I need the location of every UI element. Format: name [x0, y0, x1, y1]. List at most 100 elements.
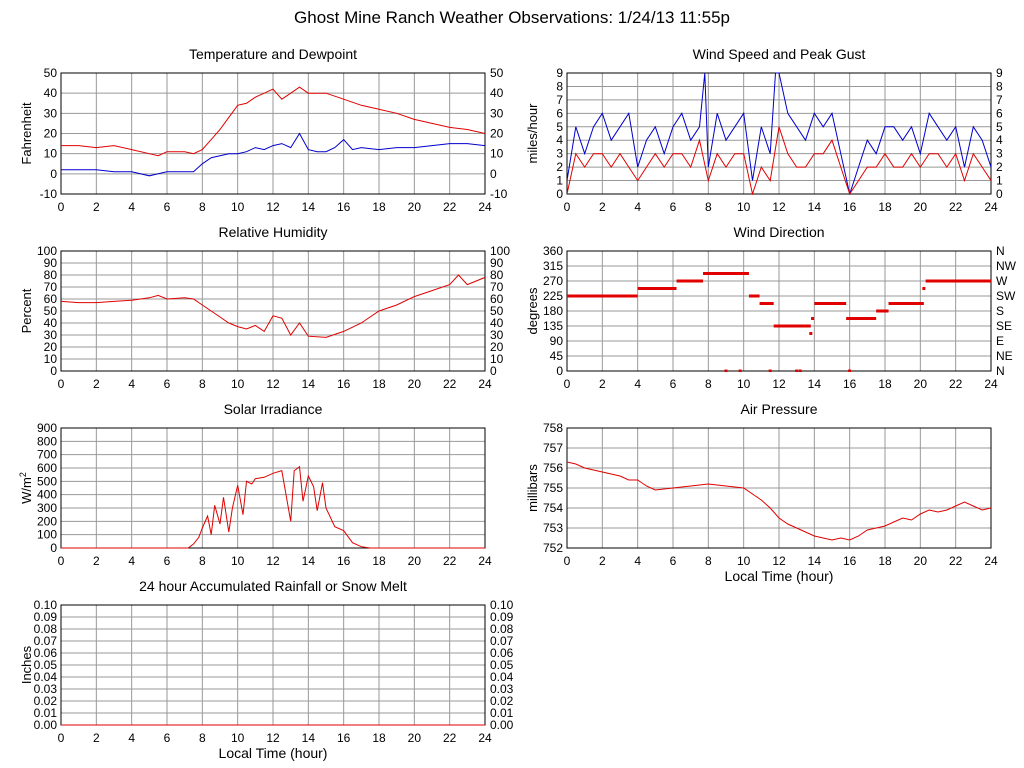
x-tick-label: 18: [372, 200, 386, 214]
plot-area: [61, 86, 485, 177]
x-tick-label: 8: [199, 731, 206, 745]
y-tick-label: 50: [44, 66, 58, 80]
plot-area: [61, 274, 485, 338]
y-tick-label: 270: [543, 274, 563, 288]
x-tick-label: 12: [266, 554, 280, 568]
x-tick-label: 10: [231, 200, 245, 214]
x-tick-label: 18: [878, 377, 892, 391]
x-tick-label: 20: [914, 554, 928, 568]
series-line: [61, 86, 485, 157]
y-tick-label: 600: [37, 461, 57, 475]
x-tick-label: 0: [58, 200, 65, 214]
x-tick-label: 22: [443, 731, 457, 745]
x-tick-label: 16: [843, 554, 857, 568]
y-tick-label: 135: [543, 319, 563, 333]
right-tick-label: NE: [996, 349, 1013, 363]
y-tick-label: 360: [543, 244, 563, 258]
y-tick-label: 30: [44, 328, 58, 342]
y-tick-label: 45: [550, 349, 564, 363]
right-tick-label: 80: [490, 268, 504, 282]
y-tick-label: 0.01: [34, 706, 58, 720]
x-tick-label: 14: [302, 731, 316, 745]
y-tick-label: 900: [37, 421, 57, 435]
y-tick-label: 0.02: [34, 694, 58, 708]
x-tick-label: 2: [93, 554, 100, 568]
x-tick-label: 14: [302, 377, 316, 391]
x-tick-label: 18: [878, 554, 892, 568]
right-tick-label: 5: [996, 120, 1003, 134]
y-tick-label: 753: [543, 521, 563, 535]
series-line: [567, 461, 991, 541]
plot-area: [61, 465, 485, 549]
y-axis-label: Inches: [19, 645, 34, 684]
y-tick-label: 10: [44, 147, 58, 161]
rain-chart: 24 hour Accumulated Rainfall or Snow Mel…: [19, 578, 514, 761]
chart-title: Wind Speed and Peak Gust: [693, 46, 866, 62]
x-tick-label: 16: [843, 377, 857, 391]
x-tick-label: 0: [564, 200, 571, 214]
x-tick-label: 8: [705, 200, 712, 214]
right-tick-label: 0.06: [490, 646, 514, 660]
x-tick-label: 6: [164, 200, 171, 214]
x-tick-label: 14: [302, 554, 316, 568]
y-tick-label: 5: [556, 120, 563, 134]
y-tick-label: 0.06: [34, 646, 58, 660]
y-tick-label: 180: [543, 304, 563, 318]
series-line: [567, 72, 991, 195]
x-tick-label: 10: [231, 377, 245, 391]
right-tick-label: 0.09: [490, 610, 514, 624]
x-tick-label: 10: [231, 554, 245, 568]
y-tick-label: 9: [556, 66, 563, 80]
x-tick-label: 22: [443, 554, 457, 568]
plot-frame: [566, 427, 992, 549]
x-tick-label: 2: [599, 554, 606, 568]
y-tick-label: 800: [37, 434, 57, 448]
y-tick-label: 757: [543, 441, 563, 455]
y-tick-label: 40: [44, 316, 58, 330]
x-tick-label: 10: [231, 731, 245, 745]
x-tick-label: 12: [266, 731, 280, 745]
direction-point: [922, 287, 926, 290]
x-tick-label: 12: [772, 554, 786, 568]
right-tick-label: 6: [996, 106, 1003, 120]
y-axis-label: Percent: [19, 288, 34, 333]
right-tick-label: 60: [490, 292, 504, 306]
y-tick-label: 0.04: [34, 670, 58, 684]
x-tick-label: 0: [58, 554, 65, 568]
direction-point: [848, 369, 852, 372]
y-tick-label: 225: [543, 289, 563, 303]
x-tick-label: 20: [408, 200, 422, 214]
x-tick-label: 22: [443, 377, 457, 391]
x-tick-label: 2: [93, 200, 100, 214]
x-tick-label: 8: [199, 377, 206, 391]
y-tick-label: 30: [44, 106, 58, 120]
x-tick-label: 2: [599, 200, 606, 214]
direction-point: [798, 369, 802, 372]
y-tick-label: 10: [44, 352, 58, 366]
chart-title: Relative Humidity: [219, 224, 328, 240]
x-tick-label: 6: [670, 200, 677, 214]
x-tick-label: 16: [337, 200, 351, 214]
right-tick-label: 9: [996, 66, 1003, 80]
right-tick-label: 0: [996, 187, 1003, 201]
series-line: [61, 465, 485, 549]
x-tick-label: 24: [984, 200, 998, 214]
x-tick-label: 18: [372, 731, 386, 745]
y-tick-label: 0: [50, 364, 57, 378]
y-tick-label: 752: [543, 541, 563, 555]
x-tick-label: 16: [337, 731, 351, 745]
y-tick-label: 0: [50, 541, 57, 555]
y-tick-label: 100: [37, 244, 57, 258]
x-axis-label: Local Time (hour): [725, 568, 834, 584]
right-tick-label: 2: [996, 160, 1003, 174]
x-tick-label: 4: [634, 554, 641, 568]
y-tick-label: 0.05: [34, 658, 58, 672]
right-tick-label: 3: [996, 147, 1003, 161]
right-tick-label: 0.04: [490, 670, 514, 684]
plot-area: [567, 272, 991, 372]
direction-point: [811, 317, 815, 320]
y-tick-label: 500: [37, 474, 57, 488]
right-tick-label: 20: [490, 127, 504, 141]
x-tick-label: 24: [478, 554, 492, 568]
